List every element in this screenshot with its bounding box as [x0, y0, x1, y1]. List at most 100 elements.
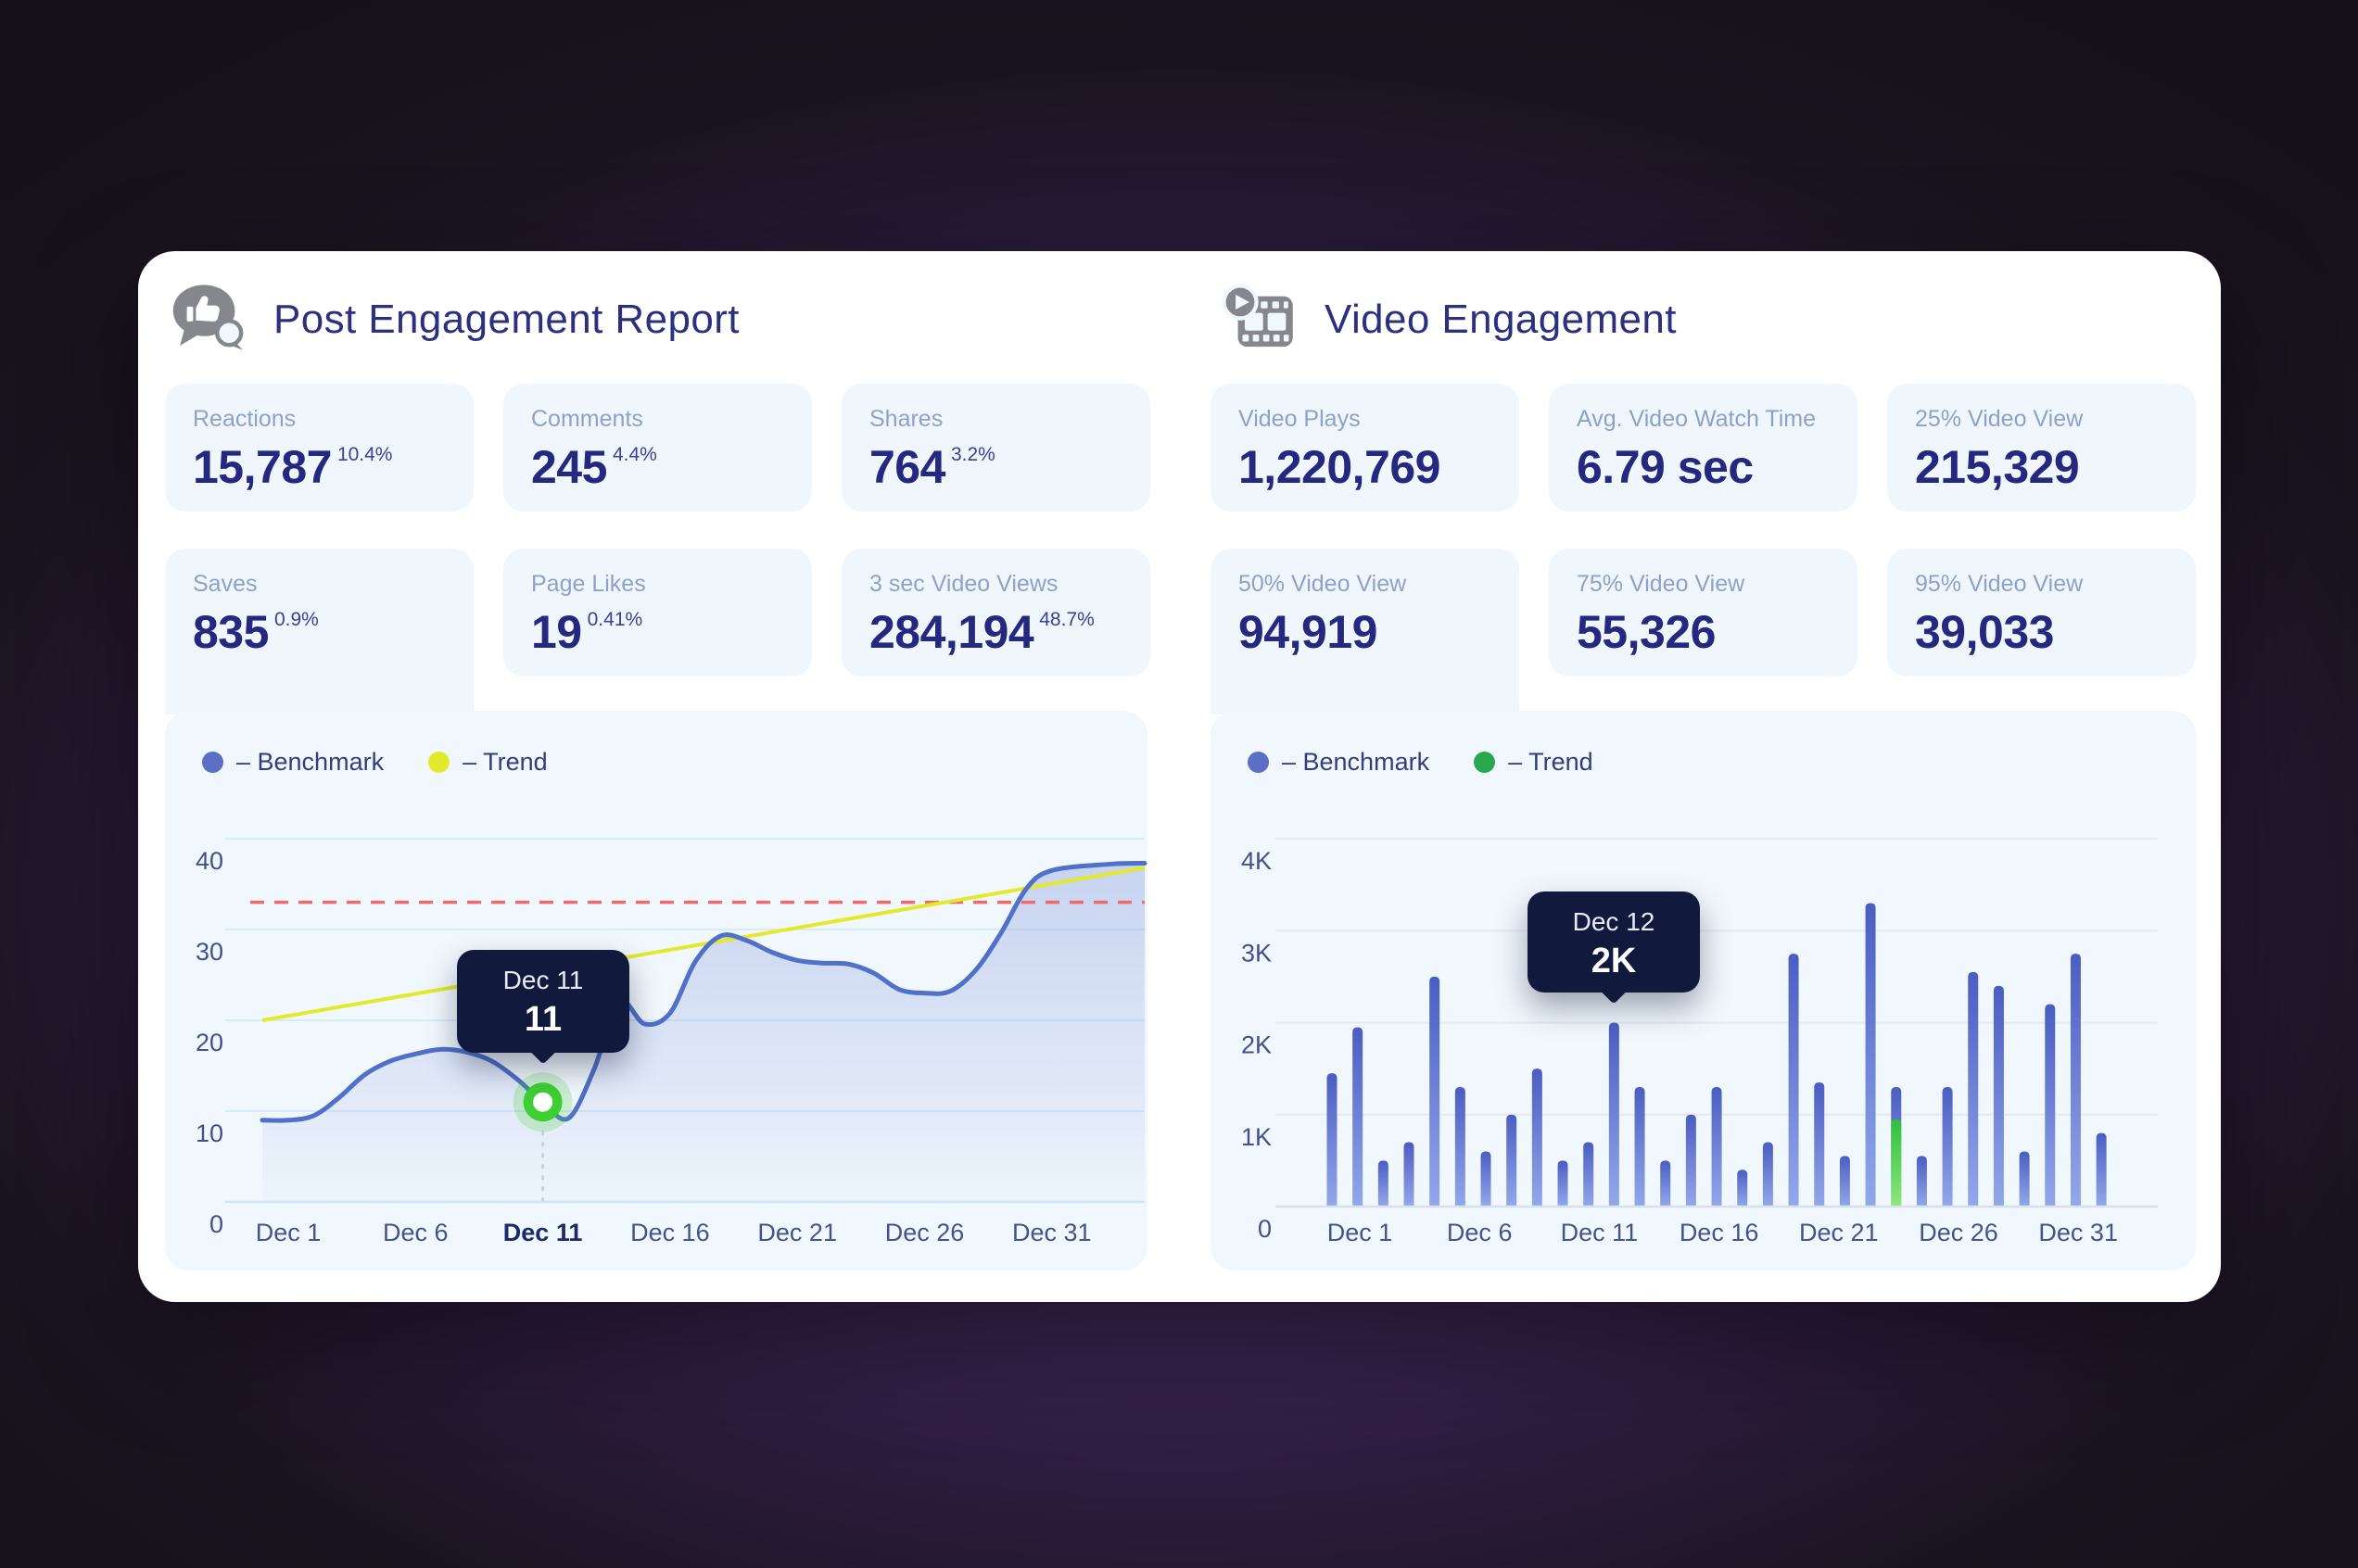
- stat-delta: 3.2%: [950, 444, 995, 465]
- bar-chart-tooltip: Dec 12 2K: [1528, 891, 1700, 993]
- stat-label: 95% Video View: [1915, 571, 2084, 597]
- bar-dec-11[interactable]: [1583, 1142, 1594, 1207]
- video-bar-chart: 0 1K 2K 3K 4K Dec 1 Dec 6 Dec 11 Dec 16 Dec 21 Dec…: [1241, 838, 2158, 1246]
- bar-dec-14[interactable]: [1660, 1160, 1671, 1207]
- stat-value: 55,326: [1577, 606, 1716, 658]
- legend-item-trend[interactable]: – Trend: [1474, 748, 1593, 777]
- y-tick-label: 0: [1258, 1215, 1272, 1243]
- benchmark-area: [262, 863, 1145, 1202]
- bar-dec-29[interactable]: [2045, 1004, 2056, 1207]
- bar-dec-27[interactable]: [1993, 985, 2004, 1207]
- tooltip-date: Dec 11: [502, 966, 584, 994]
- stat-value: 284,194 48.7%: [869, 606, 1095, 658]
- x-tick-label: Dec 31: [1012, 1219, 1092, 1246]
- stat-card-25pct-view: 25% Video View 215,329: [1887, 384, 2196, 512]
- x-tick-label: Dec 26: [885, 1219, 965, 1246]
- video-engagement-header: Video Engagement: [1221, 283, 1677, 356]
- stat-delta: 0.9%: [273, 609, 319, 630]
- x-tick-label: Dec 16: [630, 1219, 710, 1246]
- line-chart-panel: – Benchmark – Trend 0 10 20 30 40 Dec 1 Dec 6 D…: [165, 711, 1147, 1271]
- stat-label: 50% Video View: [1238, 571, 1407, 597]
- bar-dec-2[interactable]: [1352, 1027, 1363, 1207]
- stat-value: 215,329: [1915, 441, 2080, 493]
- trend-line: [261, 866, 1146, 1022]
- bar-dec-26[interactable]: [1968, 971, 1979, 1207]
- trend-green-bar: [1891, 1119, 1902, 1207]
- line-chart-tooltip: Dec 11 11: [457, 950, 629, 1053]
- stat-label: Video Plays: [1238, 406, 1361, 432]
- trend-dot-icon: [428, 752, 450, 773]
- bar-dec-30[interactable]: [2070, 954, 2081, 1207]
- bar-dec-16[interactable]: [1711, 1086, 1722, 1207]
- bar-dec-9[interactable]: [1531, 1069, 1542, 1207]
- bar-dec-18[interactable]: [1762, 1142, 1773, 1207]
- bar-dec-28[interactable]: [2019, 1151, 2030, 1207]
- stat-label: Avg. Video Watch Time: [1577, 406, 1816, 432]
- y-tick-label: 1K: [1241, 1123, 1272, 1151]
- stat-label: Shares: [869, 406, 944, 432]
- benchmark-dot-icon: [202, 752, 223, 773]
- stat-card-avg-watch-time: Avg. Video Watch Time 6.79 sec: [1549, 384, 1857, 512]
- tooltip-date: Dec 12: [1572, 907, 1655, 936]
- legend-item-trend[interactable]: – Trend: [428, 748, 548, 777]
- bar-dec-20[interactable]: [1814, 1082, 1825, 1207]
- stat-label: 3 sec Video Views: [869, 571, 1059, 597]
- bar-dec-24[interactable]: [1916, 1156, 1927, 1207]
- legend-label: – Trend: [463, 748, 548, 776]
- y-tick-label: 40: [196, 847, 223, 875]
- stat-value: 1,220,769: [1238, 441, 1440, 493]
- bar-dec-6[interactable]: [1454, 1086, 1465, 1207]
- bar-dec-22[interactable]: [1865, 903, 1876, 1207]
- legend-label: – Benchmark: [1282, 748, 1430, 776]
- y-tick-label: 0: [209, 1210, 223, 1238]
- bar-dec-17[interactable]: [1737, 1170, 1748, 1207]
- bar-dec-1[interactable]: [1326, 1073, 1337, 1207]
- stat-label: 25% Video View: [1915, 406, 2084, 432]
- x-tick-label: Dec 16: [1680, 1219, 1759, 1246]
- stat-card-reactions: Reactions 15,787 10.4%: [165, 384, 474, 512]
- bar-dec-3[interactable]: [1377, 1160, 1388, 1207]
- x-tick-label: Dec 26: [1919, 1219, 1998, 1246]
- benchmark-dot-icon: [1248, 752, 1269, 773]
- bar-chart-panel: – Benchmark – Trend 0 1K 2K 3K 4K Dec 1 Dec 6 D…: [1211, 711, 2196, 1271]
- legend-label: – Trend: [1508, 748, 1593, 776]
- post-line-chart: 0 10 20 30 40 Dec 1 Dec 6 Dec 11 Dec 16 Dec 21 Dec…: [196, 838, 1147, 1246]
- stat-card-comments: Comments 245 4.4%: [503, 384, 812, 512]
- x-tick-label: Dec 1: [1327, 1219, 1393, 1246]
- bar-dec-7[interactable]: [1480, 1151, 1491, 1207]
- stat-card-saves: Saves 835 0.9%: [165, 549, 474, 677]
- video-engagement-title: Video Engagement: [1325, 296, 1677, 342]
- stat-card-shares: Shares 764 3.2%: [842, 384, 1150, 512]
- bar-dec-21[interactable]: [1839, 1156, 1850, 1207]
- y-tick-label: 2K: [1241, 1031, 1272, 1059]
- y-tick-label: 10: [196, 1119, 223, 1147]
- line-chart-legend: – Benchmark – Trend: [202, 748, 548, 777]
- bar-chart-legend: – Benchmark – Trend: [1248, 748, 1593, 777]
- bar-dec-15[interactable]: [1685, 1114, 1696, 1207]
- x-tick-label: Dec 11: [1561, 1219, 1639, 1246]
- marker-center: [533, 1092, 553, 1112]
- stat-label: Reactions: [193, 406, 297, 432]
- y-tick-label: 20: [196, 1029, 223, 1056]
- bar-dec-5[interactable]: [1429, 976, 1440, 1207]
- bar-dec-25[interactable]: [1942, 1086, 1953, 1207]
- legend-item-benchmark[interactable]: – Benchmark: [202, 748, 384, 777]
- benchmark-line: [260, 860, 1147, 1123]
- bar-dec-12[interactable]: [1608, 1022, 1619, 1208]
- post-engagement-panel: Post Engagement Report Reactions 15,787 1…: [138, 251, 1179, 1302]
- bar-dec-10[interactable]: [1557, 1160, 1568, 1207]
- bar-dec-4[interactable]: [1403, 1142, 1414, 1207]
- tooltip-value: 11: [524, 1000, 563, 1039]
- x-tick-label: Dec 31: [2038, 1219, 2118, 1246]
- stat-card-3sec-video-views: 3 sec Video Views 284,194 48.7%: [842, 549, 1150, 677]
- tooltip-value: 2K: [1591, 942, 1637, 980]
- bar-dec-31[interactable]: [2096, 1132, 2107, 1207]
- y-tick-label: 30: [196, 938, 223, 966]
- trend-dot-icon: [1474, 752, 1496, 773]
- x-tick-label: Dec 6: [1447, 1219, 1513, 1246]
- x-tick-label: Dec 6: [383, 1219, 449, 1246]
- legend-item-benchmark[interactable]: – Benchmark: [1248, 748, 1429, 777]
- bar-dec-19[interactable]: [1788, 954, 1799, 1207]
- bar-dec-13[interactable]: [1634, 1086, 1645, 1207]
- bar-dec-8[interactable]: [1506, 1114, 1517, 1207]
